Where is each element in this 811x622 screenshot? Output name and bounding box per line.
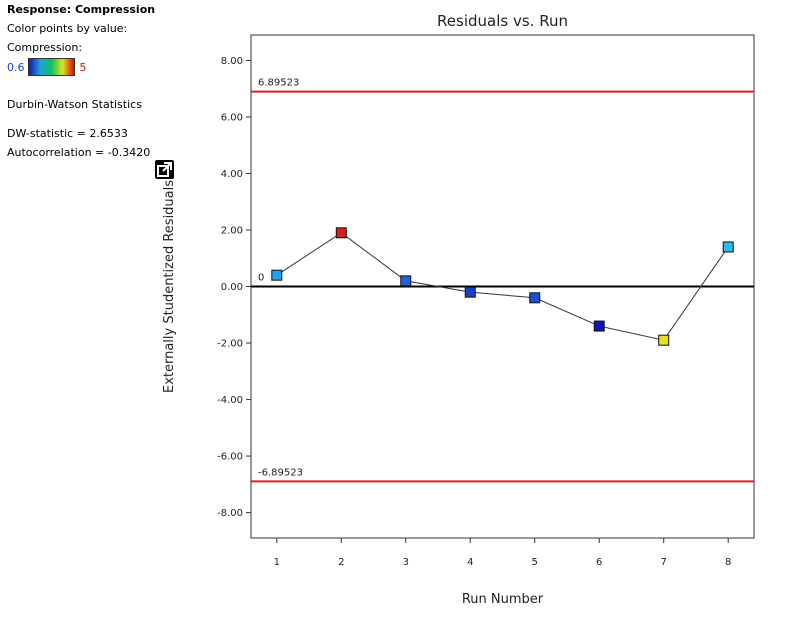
data-point	[271, 269, 283, 281]
x-tick-label: 8	[725, 557, 731, 568]
x-axis-title: Run Number	[462, 592, 544, 607]
color-scale-max: 5	[79, 60, 87, 74]
popout-icon[interactable]	[155, 160, 174, 179]
color-scale-min: 0.6	[7, 60, 25, 74]
dw-statistic: DW-statistic = 2.6533	[7, 127, 128, 140]
y-tick-label: 0.00	[221, 282, 243, 293]
zero-line-label: 0	[258, 273, 264, 284]
x-tick-label: 3	[403, 557, 409, 568]
data-point	[335, 227, 347, 239]
limit-label: -6.89523	[258, 467, 303, 478]
sidebar-info: Response: Compression Color points by va…	[7, 0, 155, 162]
color-variable-label: Compression:	[7, 41, 83, 54]
x-tick-label: 6	[596, 557, 602, 568]
color-scale-legend: 0.6 5	[7, 57, 155, 77]
limit-label: 6.89523	[258, 78, 299, 89]
data-point	[529, 292, 541, 304]
data-point	[464, 286, 476, 298]
y-tick-label: -4.00	[217, 395, 243, 406]
color-points-label: Color points by value:	[7, 22, 128, 35]
autocorrelation-value: Autocorrelation = -0.3420	[7, 146, 151, 159]
chart-title: Residuals vs. Run	[437, 12, 568, 30]
data-point	[658, 334, 670, 346]
y-tick-label: 4.00	[221, 169, 243, 180]
series-line	[276, 232, 729, 341]
color-scale-bar	[27, 58, 75, 76]
x-tick-label: 1	[274, 557, 280, 568]
x-tick-label: 2	[338, 557, 344, 568]
x-tick-label: 5	[532, 557, 538, 568]
y-tick-label: -2.00	[217, 339, 243, 350]
data-point	[593, 320, 605, 332]
response-title: Response: Compression	[7, 3, 156, 16]
x-tick-label: 7	[661, 557, 667, 568]
y-tick-label: -8.00	[217, 508, 243, 519]
y-tick-label: -6.00	[217, 452, 243, 463]
y-tick-label: 2.00	[221, 225, 243, 236]
data-point	[400, 275, 412, 287]
dw-title: Durbin-Watson Statistics	[7, 98, 142, 111]
y-tick-label: 8.00	[221, 56, 243, 67]
data-point	[722, 241, 734, 253]
y-axis-title: Externally Studentized Residuals	[162, 180, 177, 393]
x-tick-label: 4	[467, 557, 473, 568]
y-tick-label: 6.00	[221, 112, 243, 123]
